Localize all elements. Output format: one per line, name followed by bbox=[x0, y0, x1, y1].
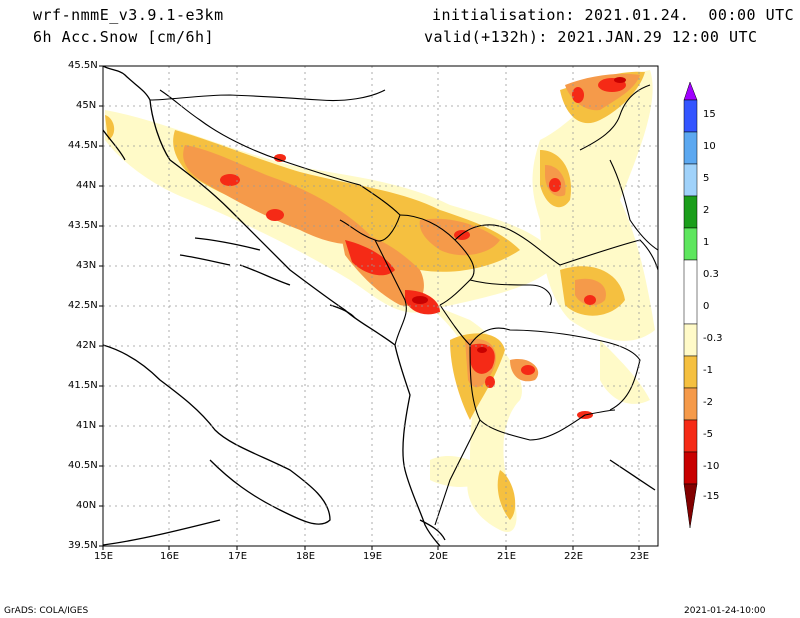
snow-field bbox=[105, 70, 655, 532]
legend-label: 1 bbox=[703, 237, 710, 248]
legend-swatch-15 bbox=[683, 81, 698, 101]
lat-label: 45N bbox=[76, 100, 97, 111]
legend-label: -10 bbox=[703, 461, 720, 472]
lat-label: 43.5N bbox=[68, 220, 98, 231]
color-legend bbox=[683, 81, 698, 529]
grid bbox=[103, 66, 658, 546]
lat-label: 41N bbox=[76, 420, 97, 431]
legend-label: -1 bbox=[703, 365, 713, 376]
lat-label: 44.5N bbox=[68, 140, 98, 151]
borders bbox=[149, 84, 658, 526]
legend-label: 10 bbox=[703, 141, 716, 152]
lon-label: 16E bbox=[160, 551, 180, 562]
lat-label: 39.5N bbox=[68, 540, 98, 551]
lon-label: 19E bbox=[363, 551, 383, 562]
lat-label: 40.5N bbox=[68, 460, 98, 471]
lat-label: 42.5N bbox=[68, 300, 98, 311]
legend-swatch-neg0.3 bbox=[683, 323, 698, 357]
legend-label: -5 bbox=[703, 429, 713, 440]
coastlines bbox=[103, 66, 656, 546]
legend-swatch-1 bbox=[683, 195, 698, 229]
legend-swatch-5 bbox=[683, 131, 698, 165]
legend-swatch-0.3 bbox=[683, 227, 698, 261]
footer-credit: GrADS: COLA/IGES bbox=[4, 606, 89, 616]
lat-label: 43N bbox=[76, 260, 97, 271]
model-label: wrf-nmmE_v3.9.1-e3km bbox=[33, 6, 224, 24]
lon-label: 17E bbox=[228, 551, 248, 562]
legend-swatch-0 bbox=[683, 259, 698, 325]
lon-label: 22E bbox=[564, 551, 584, 562]
legend-label: -15 bbox=[703, 491, 720, 502]
valid-time: valid(+132h): 2021.JAN.29 12:00 UTC bbox=[424, 28, 758, 46]
lon-label: 20E bbox=[429, 551, 449, 562]
legend-label: 15 bbox=[703, 109, 716, 120]
lat-label: 40N bbox=[76, 500, 97, 511]
field-label: 6h Acc.Snow [cm/6h] bbox=[33, 28, 215, 46]
lon-label: 15E bbox=[94, 551, 114, 562]
legend-label: 0 bbox=[703, 301, 710, 312]
legend-label: -0.3 bbox=[703, 333, 723, 344]
lat-label: 42N bbox=[76, 340, 97, 351]
lon-label: 18E bbox=[296, 551, 316, 562]
legend-swatch-neg10 bbox=[683, 451, 698, 485]
legend-swatch-neg15 bbox=[683, 483, 698, 529]
lat-label: 45.5N bbox=[68, 60, 98, 71]
legend-swatch-2 bbox=[683, 163, 698, 197]
lon-label: 21E bbox=[497, 551, 517, 562]
lat-label: 41.5N bbox=[68, 380, 98, 391]
legend-label: -2 bbox=[703, 397, 713, 408]
footer-timestamp: 2021-01-24-10:00 bbox=[684, 606, 766, 616]
legend-label: 0.3 bbox=[703, 269, 719, 280]
legend-label: 2 bbox=[703, 205, 710, 216]
legend-swatch-neg1 bbox=[683, 355, 698, 389]
lat-label: 44N bbox=[76, 180, 97, 191]
init-time: initialisation: 2021.01.24. 00:00 UTC bbox=[432, 6, 795, 24]
lon-label: 23E bbox=[630, 551, 650, 562]
legend-label: 5 bbox=[703, 173, 710, 184]
tick-marks bbox=[99, 65, 640, 550]
legend-swatch-neg5 bbox=[683, 419, 698, 453]
legend-swatch-neg2 bbox=[683, 387, 698, 421]
legend-swatch-10 bbox=[683, 99, 698, 133]
